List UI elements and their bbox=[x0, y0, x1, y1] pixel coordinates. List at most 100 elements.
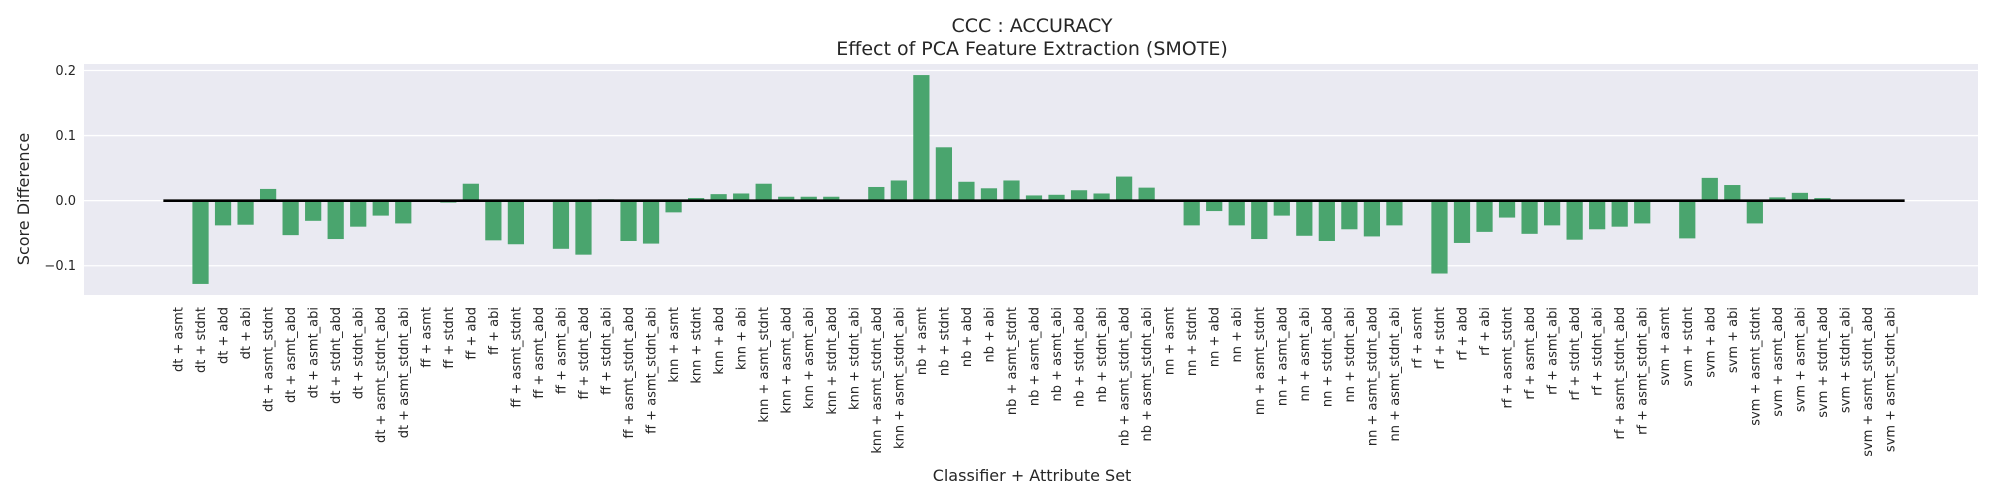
x-tick-label: svm + stdnt_abi bbox=[1838, 307, 1853, 413]
chart-title: CCC : ACCURACY bbox=[951, 15, 1112, 37]
bar bbox=[1048, 194, 1065, 201]
bar bbox=[1296, 200, 1313, 236]
bar bbox=[1138, 187, 1155, 201]
x-tick-label: knn + asmt_stdnt_abd bbox=[870, 307, 885, 454]
bar bbox=[1273, 200, 1290, 216]
bar bbox=[462, 183, 479, 201]
bar bbox=[1521, 200, 1538, 234]
x-tick-label: knn + asmt bbox=[667, 307, 682, 383]
x-tick-label: dt + stdnt_abd bbox=[329, 307, 344, 404]
bar bbox=[1543, 200, 1561, 226]
x-tick-label: rf + asmt_stdnt_abd bbox=[1613, 307, 1628, 440]
x-tick-label: nb + stdnt_abd bbox=[1073, 307, 1088, 407]
bar bbox=[1701, 177, 1718, 201]
bar bbox=[710, 194, 727, 201]
bar bbox=[1679, 200, 1696, 239]
x-tick-label: svm + abi bbox=[1726, 307, 1741, 373]
bar bbox=[214, 200, 232, 226]
x-tick-label: ff + asmt_stdnt bbox=[509, 307, 524, 408]
bar bbox=[1791, 192, 1809, 201]
x-tick-label: knn + abd bbox=[712, 307, 727, 375]
bar bbox=[372, 200, 389, 216]
x-tick-label: svm + asmt_stdnt_abd bbox=[1861, 307, 1876, 457]
bar bbox=[665, 200, 682, 213]
x-tick-label: ff + asmt bbox=[419, 307, 434, 368]
bar bbox=[1251, 200, 1268, 240]
x-tick-label: ff + stdnt bbox=[442, 307, 457, 369]
bar bbox=[1070, 190, 1088, 201]
bar bbox=[1769, 197, 1786, 201]
bar bbox=[192, 200, 209, 284]
bar bbox=[1453, 200, 1471, 243]
bar bbox=[1025, 195, 1043, 201]
x-tick-label: nb + asmt_stdnt_abi bbox=[1140, 307, 1155, 441]
bar bbox=[507, 200, 525, 245]
bar bbox=[778, 196, 795, 201]
x-tick-label: nn + asmt_stdnt bbox=[1253, 307, 1268, 415]
x-tick-label: rf + stdnt bbox=[1433, 307, 1448, 370]
y-tick-label: 0.2 bbox=[55, 64, 76, 79]
bar bbox=[1183, 200, 1200, 226]
x-tick-label: dt + abi bbox=[239, 307, 254, 359]
x-tick-label: svm + asmt_stdnt bbox=[1748, 307, 1763, 426]
x-tick-label: nb + stdnt_abi bbox=[1095, 307, 1110, 402]
x-tick-label: svm + stdnt bbox=[1681, 307, 1696, 387]
x-tick-label: ff + asmt_stdnt_abd bbox=[622, 307, 637, 439]
x-tick-label: svm + abd bbox=[1703, 307, 1718, 378]
bar bbox=[800, 196, 817, 201]
x-tick-label: nb + asmt_stdnt_abd bbox=[1118, 307, 1133, 446]
bar bbox=[1093, 193, 1110, 201]
bar bbox=[823, 196, 840, 201]
x-tick-label: nn + abd bbox=[1208, 307, 1223, 367]
x-tick-label: ff + stdnt_abd bbox=[577, 307, 592, 400]
bar bbox=[1206, 200, 1223, 212]
bar bbox=[1431, 200, 1448, 274]
x-tick-label: nb + asmt_stdnt bbox=[1005, 307, 1020, 415]
x-tick-label: ff + asmt_abd bbox=[532, 307, 547, 399]
x-tick-label: knn + stdnt_abd bbox=[825, 307, 840, 415]
x-tick-label: dt + asmt_abi bbox=[307, 307, 322, 398]
x-tick-label: svm + asmt_abd bbox=[1771, 307, 1786, 417]
bar bbox=[642, 200, 660, 244]
x-tick-label: nn + asmt_abi bbox=[1298, 307, 1313, 401]
x-tick-label: knn + abi bbox=[735, 307, 750, 370]
x-tick-label: rf + abd bbox=[1456, 307, 1471, 361]
x-tick-label: rf + abi bbox=[1478, 307, 1493, 356]
x-tick-label: rf + stdnt_abd bbox=[1568, 307, 1583, 401]
chart-subtitle: Effect of PCA Feature Extraction (SMOTE) bbox=[836, 38, 1228, 60]
x-tick-label: nn + asmt_abd bbox=[1275, 307, 1290, 406]
bar bbox=[1566, 200, 1583, 240]
bar bbox=[755, 183, 772, 201]
x-tick-label: knn + stdnt_abi bbox=[847, 307, 862, 410]
bar bbox=[305, 200, 322, 221]
x-tick-label: ff + asmt_abi bbox=[554, 307, 569, 394]
x-tick-label: svm + asmt_stdnt_abi bbox=[1884, 307, 1899, 452]
bar bbox=[935, 147, 953, 201]
bar bbox=[1318, 200, 1335, 241]
x-tick-label: rf + asmt bbox=[1410, 307, 1425, 369]
y-axis-label: Score Difference bbox=[14, 133, 33, 265]
x-tick-label: rf + stdnt_abi bbox=[1591, 307, 1606, 396]
x-tick-label: svm + asmt bbox=[1658, 307, 1673, 386]
x-tick-label: dt + abd bbox=[217, 307, 232, 364]
x-tick-label: knn + asmt_stdnt_abi bbox=[892, 307, 907, 449]
x-tick-label: nn + stdnt bbox=[1185, 307, 1200, 376]
y-tick-label: 0.1 bbox=[55, 129, 76, 144]
x-tick-label: nn + stdnt_abi bbox=[1343, 307, 1358, 402]
x-tick-label: rf + asmt_abi bbox=[1546, 307, 1561, 395]
x-tick-label: dt + asmt_stdnt_abi bbox=[397, 307, 412, 438]
bar bbox=[259, 188, 277, 201]
bar bbox=[1228, 200, 1245, 226]
bar bbox=[575, 200, 592, 255]
x-tick-label: nn + asmt_stdnt_abi bbox=[1388, 307, 1403, 441]
x-tick-label: knn + asmt_stdnt bbox=[757, 307, 772, 423]
y-tick-label: 0.0 bbox=[55, 194, 76, 209]
x-tick-label: nn + asmt bbox=[1163, 307, 1178, 375]
bar bbox=[1589, 200, 1606, 230]
x-tick-label: knn + asmt_abd bbox=[780, 307, 795, 414]
bar bbox=[1724, 185, 1741, 201]
bar bbox=[237, 200, 254, 225]
bar bbox=[958, 181, 975, 201]
